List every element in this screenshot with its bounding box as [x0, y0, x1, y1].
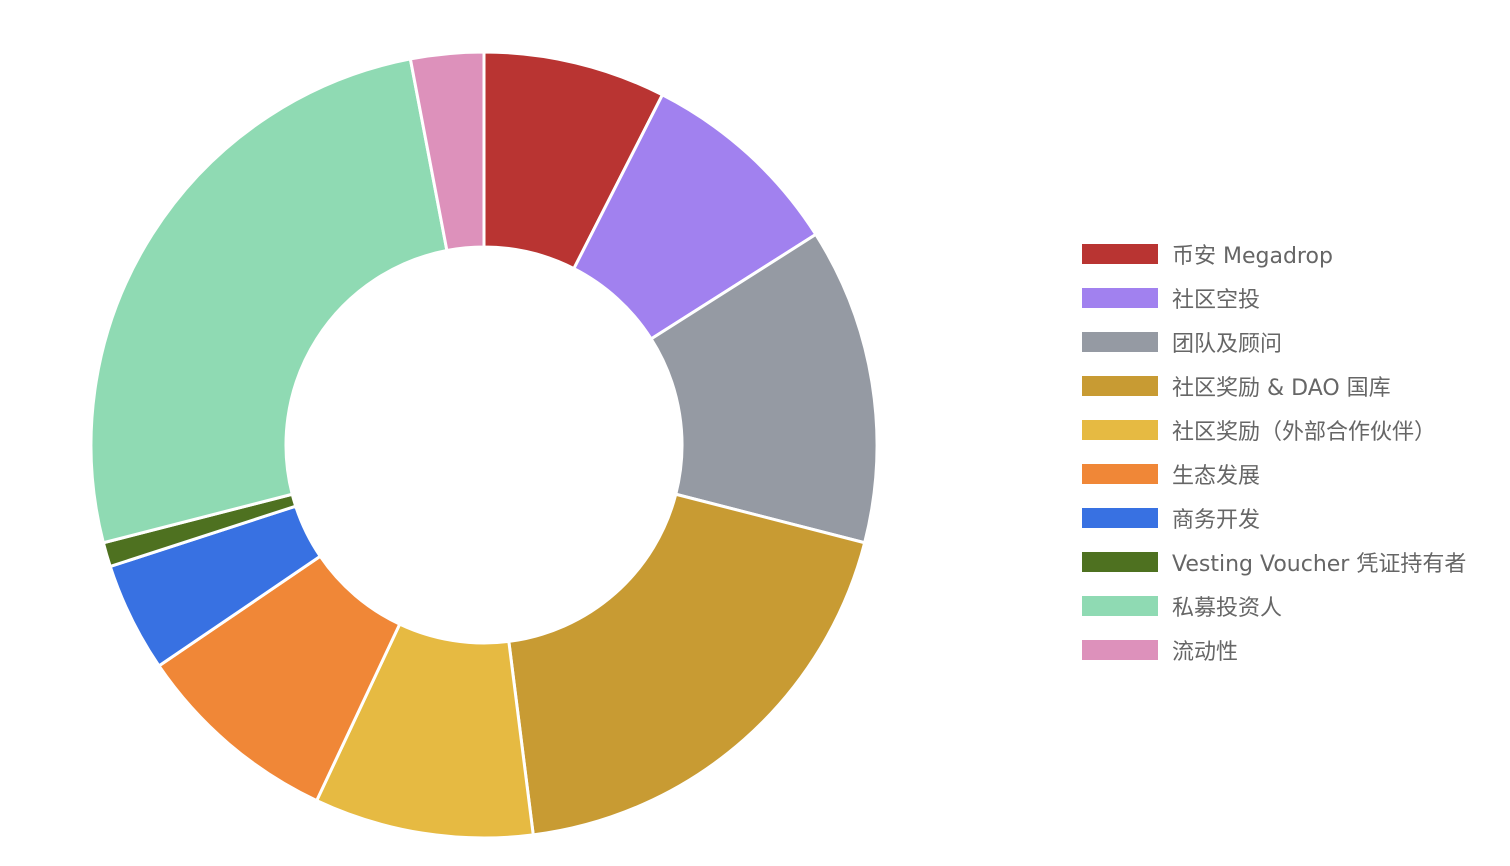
legend-swatch	[1082, 508, 1158, 528]
legend-label: 社区奖励（外部合作伙伴）	[1172, 420, 1437, 445]
legend-item-5[interactable]: 社区奖励（外部合作伙伴）	[1082, 408, 1466, 452]
legend-swatch	[1082, 420, 1158, 440]
legend-label: 社区空投	[1172, 288, 1261, 313]
legend-item-4[interactable]: 社区奖励 & DAO 国库	[1082, 364, 1466, 408]
donut-slice-3[interactable]	[649, 232, 879, 545]
legend-swatch	[1082, 552, 1158, 572]
legend-item-2[interactable]: 社区空投	[1082, 276, 1466, 320]
legend-item-1[interactable]: 币安 Megadrop	[1082, 232, 1466, 276]
legend-swatch	[1082, 332, 1158, 352]
legend-swatch	[1082, 244, 1158, 264]
legend-item-9[interactable]: 私募投资人	[1082, 584, 1466, 628]
legend-label: 社区奖励 & DAO 国库	[1172, 376, 1391, 401]
legend-swatch	[1082, 596, 1158, 616]
legend-swatch	[1082, 640, 1158, 660]
legend-label: 生态发展	[1172, 464, 1261, 489]
donut-slice-9[interactable]	[89, 57, 449, 545]
donut-slice-4[interactable]	[507, 492, 867, 837]
legend-item-7[interactable]: 商务开发	[1082, 496, 1466, 540]
legend-label: 团队及顾问	[1172, 332, 1283, 357]
legend-label: Vesting Voucher 凭证持有者	[1172, 552, 1467, 577]
chart-legend: 币安 Megadrop 社区空投团队及顾问社区奖励 & DAO 国库社区奖励（外部…	[1082, 232, 1466, 672]
legend-swatch	[1082, 288, 1158, 308]
legend-swatch	[1082, 376, 1158, 396]
donut-chart	[89, 50, 879, 840]
legend-label: 私募投资人	[1172, 596, 1283, 621]
legend-swatch	[1082, 464, 1158, 484]
donut-slice-10[interactable]	[408, 50, 486, 253]
legend-item-8[interactable]: Vesting Voucher 凭证持有者	[1082, 540, 1466, 584]
legend-label: 币安 Megadrop	[1172, 244, 1333, 269]
legend-item-6[interactable]: 生态发展	[1082, 452, 1466, 496]
legend-item-3[interactable]: 团队及顾问	[1082, 320, 1466, 364]
legend-label: 商务开发	[1172, 508, 1261, 533]
legend-item-10[interactable]: 流动性	[1082, 628, 1466, 672]
legend-label: 流动性	[1172, 640, 1239, 665]
